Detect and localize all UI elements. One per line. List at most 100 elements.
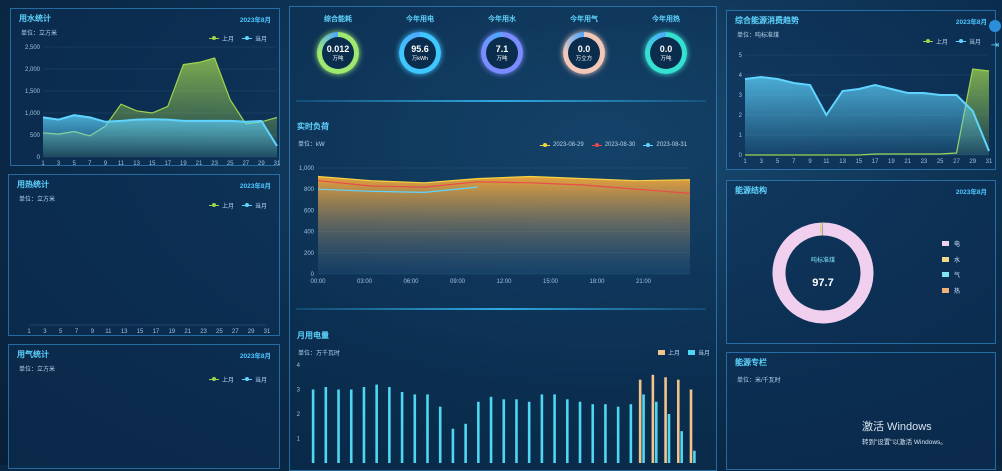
y-tick-label: 0 xyxy=(37,155,41,161)
y-tick-label: 3 xyxy=(739,93,743,99)
windows-activation-watermark: 激活 Windows 转到"设置"以激活 Windows。 xyxy=(862,418,947,446)
legend-item[interactable]: 电 xyxy=(942,236,960,252)
bar-current xyxy=(579,402,582,463)
kpi-label: 今年用气 xyxy=(552,14,616,24)
series-area-1 xyxy=(745,77,989,155)
x-tick-label: 9 xyxy=(104,161,108,167)
x-tick-label: 5 xyxy=(776,159,780,165)
bar-current xyxy=(363,387,366,463)
legend-item[interactable]: 热 xyxy=(942,283,960,299)
bar-current xyxy=(655,402,658,463)
structure-title: 能源结构 xyxy=(735,185,767,196)
legend-item[interactable]: 气 xyxy=(942,267,960,283)
x-tick-label: 19 xyxy=(168,329,175,335)
bar-current xyxy=(439,407,442,463)
y-tick-label: 1 xyxy=(297,437,301,443)
kpi-label: 综合能耗 xyxy=(306,14,370,24)
kpi-unit: 万吨 xyxy=(332,54,343,62)
x-tick-label: 23 xyxy=(921,159,928,165)
x-tick-label: 13 xyxy=(133,161,140,167)
kpi-unit: 万kWh xyxy=(412,54,429,62)
x-tick-label: 7 xyxy=(75,329,79,335)
side-settings-icon[interactable] xyxy=(989,20,1001,32)
y-tick-label: 1,500 xyxy=(25,89,41,95)
x-tick-label: 15 xyxy=(149,161,156,167)
side-exit-icon[interactable]: ⇥ xyxy=(989,40,1001,52)
bar-current xyxy=(617,407,620,463)
bar-last xyxy=(664,377,667,463)
bar-current xyxy=(477,402,480,463)
x-tick-label: 21 xyxy=(196,161,203,167)
load-divider xyxy=(296,308,706,310)
x-tick-label: 3 xyxy=(43,329,47,335)
y-tick-label: 1,000 xyxy=(299,166,315,172)
x-tick-label: 25 xyxy=(937,159,944,165)
kpi-label: 今年用水 xyxy=(470,14,534,24)
x-tick-label: 09:00 xyxy=(450,279,466,285)
load-unit: 单位：kW xyxy=(298,139,325,148)
kpi-value: 95.6 xyxy=(411,44,429,54)
bar-last xyxy=(652,375,655,463)
bar-current xyxy=(566,399,569,463)
x-tick-label: 1 xyxy=(743,159,747,165)
kpi-unit: 万吨 xyxy=(496,54,507,62)
bar-current xyxy=(693,451,696,463)
legend-item[interactable]: 水 xyxy=(942,252,960,268)
y-tick-label: 4 xyxy=(739,73,743,79)
x-tick-label: 3 xyxy=(57,161,61,167)
x-tick-label: 19 xyxy=(180,161,187,167)
gas-date: 2023年8月 xyxy=(240,350,271,360)
bar-current xyxy=(350,390,353,464)
bar-current xyxy=(630,404,633,463)
x-tick-label: 31 xyxy=(986,159,993,165)
kpi-value: 7.1 xyxy=(496,44,509,54)
bar-current xyxy=(502,399,505,463)
bar-current xyxy=(515,399,518,463)
y-tick-label: 3 xyxy=(297,388,301,394)
kpi-divider xyxy=(296,100,706,102)
donut-center-label: 吨标准煤 xyxy=(793,255,853,264)
gas-legend[interactable]: 上月 当月 xyxy=(209,375,267,384)
bar-last xyxy=(690,390,693,464)
y-tick-label: 500 xyxy=(30,133,41,139)
x-tick-label: 1 xyxy=(41,161,45,167)
x-tick-label: 31 xyxy=(274,161,281,167)
bar-current xyxy=(452,429,455,463)
x-tick-label: 18:00 xyxy=(589,279,605,285)
x-tick-label: 11 xyxy=(823,159,830,165)
bar-current xyxy=(464,424,467,463)
y-tick-label: 2 xyxy=(739,113,743,119)
bar-current xyxy=(680,431,683,463)
x-tick-label: 17 xyxy=(164,161,171,167)
x-tick-label: 12:00 xyxy=(496,279,512,285)
bar-current xyxy=(337,390,340,464)
x-tick-label: 29 xyxy=(248,329,255,335)
x-tick-label: 00:00 xyxy=(310,279,326,285)
bar-current xyxy=(426,394,429,463)
gas-title: 用气统计 xyxy=(17,349,49,360)
y-tick-label: 2 xyxy=(297,412,301,418)
y-tick-label: 200 xyxy=(304,251,315,257)
x-tick-label: 21:00 xyxy=(636,279,652,285)
x-tick-label: 13 xyxy=(839,159,846,165)
x-tick-label: 21 xyxy=(904,159,911,165)
x-tick-label: 31 xyxy=(264,329,271,335)
x-tick-label: 19 xyxy=(888,159,895,165)
bar-current xyxy=(528,402,531,463)
load-legend[interactable]: 2023-08-29 2023-08-30 2023-08-31 xyxy=(540,142,687,148)
bar-current xyxy=(541,394,544,463)
x-tick-label: 15 xyxy=(856,159,863,165)
x-tick-label: 17 xyxy=(153,329,160,335)
bar-current xyxy=(413,394,416,463)
y-tick-label: 400 xyxy=(304,230,315,236)
structure-legend[interactable]: 电水气热 xyxy=(942,236,960,298)
x-tick-label: 7 xyxy=(88,161,92,167)
